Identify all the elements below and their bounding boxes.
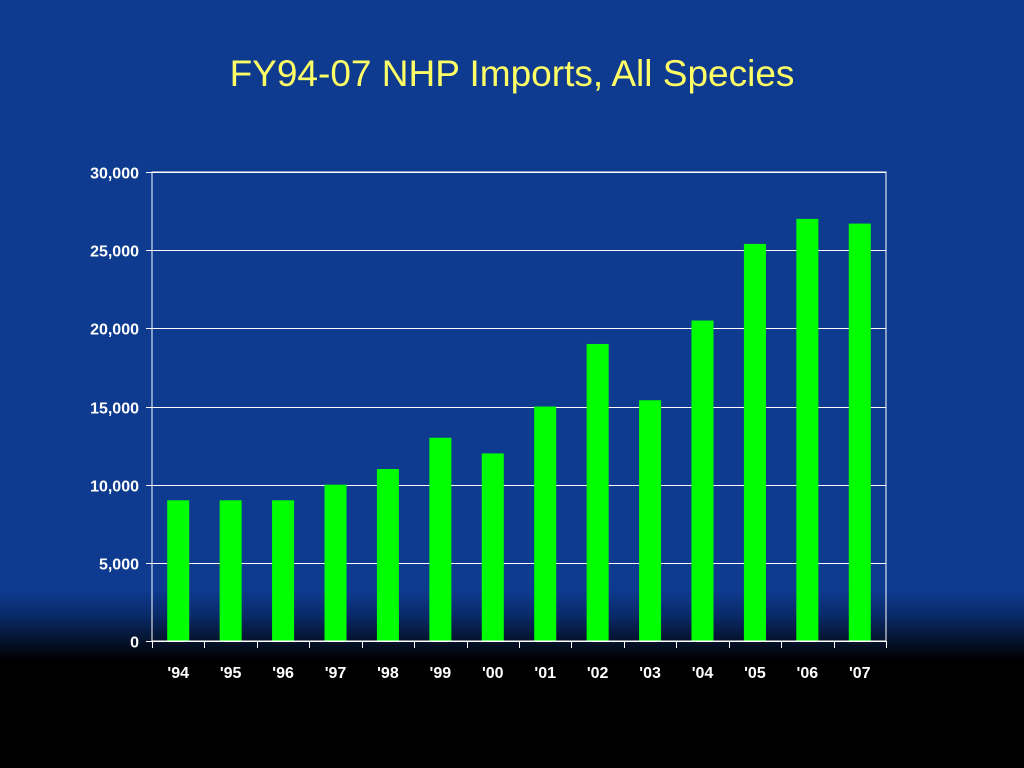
x-tick-label: '03: [639, 665, 661, 682]
bars: [167, 218, 871, 641]
x-tick-label: '02: [587, 665, 609, 682]
bar-3: [324, 484, 347, 641]
x-tick-label: '04: [692, 665, 714, 682]
x-tick-label: '06: [797, 665, 819, 682]
x-tick-label: '94: [167, 665, 189, 682]
bar-8: [586, 343, 609, 641]
chart-title: FY94-07 NHP Imports, All Species: [229, 53, 795, 94]
x-tick-label: '01: [534, 665, 556, 682]
x-tick-label: '96: [272, 665, 294, 682]
y-tick-label: 30,000: [90, 166, 139, 183]
gridlines: [152, 172, 886, 642]
x-tick-label: '97: [325, 665, 347, 682]
tick-labels: 0 5,000 10,000 15,000 20,000 25,000 30,000 '94 '…: [90, 166, 871, 683]
x-tick-label: '05: [744, 665, 766, 682]
x-tick-label: '00: [482, 665, 504, 682]
y-tick-label: 10,000: [90, 479, 139, 496]
bar-6: [481, 453, 504, 641]
plot-area-border: [151, 171, 887, 642]
bar-10: [691, 320, 714, 641]
bar-9: [639, 400, 662, 641]
bar-1: [219, 500, 242, 641]
x-tick-label: '99: [430, 665, 452, 682]
bar-12: [796, 218, 819, 641]
bar-7: [534, 406, 557, 641]
y-tick-label: 5,000: [99, 557, 139, 574]
bar-11: [743, 243, 766, 641]
y-tick-label: 20,000: [90, 322, 139, 339]
axes: [146, 171, 887, 648]
x-tick-label: '07: [849, 665, 871, 682]
bar-13: [848, 223, 871, 641]
bar-0: [167, 500, 190, 641]
y-tick-label: 15,000: [90, 401, 139, 418]
x-tick-label: '98: [377, 665, 399, 682]
x-tick-label: '95: [220, 665, 242, 682]
bar-2: [272, 500, 295, 641]
y-tick-label: 0: [130, 635, 139, 652]
y-tick-label: 25,000: [90, 244, 139, 261]
bar-4: [376, 469, 399, 641]
bar-5: [429, 437, 452, 641]
